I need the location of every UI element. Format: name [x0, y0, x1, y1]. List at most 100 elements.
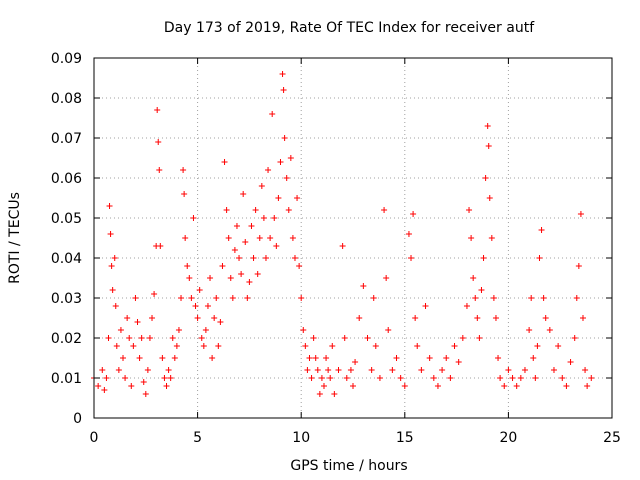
data-point	[474, 315, 481, 321]
data-point	[281, 135, 288, 141]
data-point	[534, 343, 541, 349]
data-point	[285, 207, 292, 213]
data-point	[99, 367, 106, 373]
data-point	[106, 203, 113, 209]
data-point	[269, 111, 276, 117]
data-point	[320, 383, 327, 389]
data-point	[260, 215, 267, 221]
data-point	[497, 375, 504, 381]
data-point	[169, 335, 176, 341]
data-point	[343, 375, 350, 381]
data-point	[289, 235, 296, 241]
data-point	[350, 383, 356, 389]
data-point	[186, 275, 193, 281]
data-point	[426, 355, 433, 361]
data-point	[115, 367, 122, 373]
data-point	[401, 383, 408, 389]
data-point	[144, 367, 151, 373]
data-point	[335, 367, 342, 373]
data-point	[405, 231, 412, 237]
x-tick-label: 0	[90, 430, 99, 446]
data-point	[178, 295, 185, 301]
data-point	[192, 303, 199, 309]
data-point	[155, 139, 162, 145]
data-point	[221, 159, 228, 165]
y-axis-ticks: 0 0.01 0.02 0.03 0.04 0.05 0.06 0.07 0.08 0.09	[51, 51, 612, 427]
data-point	[236, 255, 243, 261]
data-point	[364, 335, 371, 341]
data-point	[231, 247, 238, 253]
data-point	[271, 215, 278, 221]
data-point	[466, 207, 473, 213]
data-point	[173, 343, 180, 349]
data-point	[370, 295, 377, 301]
data-point	[130, 343, 137, 349]
y-tick-label: 0.03	[51, 291, 82, 307]
data-point	[298, 295, 305, 301]
data-point	[181, 191, 188, 197]
data-point	[538, 227, 545, 233]
data-point	[248, 223, 255, 229]
data-point	[111, 255, 118, 261]
data-point	[302, 343, 309, 349]
data-point	[482, 175, 489, 181]
data-point	[161, 375, 168, 381]
data-point	[542, 315, 549, 321]
y-tick-label: 0.05	[51, 211, 82, 227]
data-point	[418, 367, 425, 373]
data-point	[134, 319, 141, 325]
data-point	[275, 195, 282, 201]
data-point	[408, 255, 415, 261]
data-point	[225, 235, 232, 241]
y-tick-label: 0.08	[51, 91, 82, 107]
data-point	[485, 143, 492, 149]
data-point	[579, 315, 586, 321]
data-point	[120, 355, 127, 361]
plot-frame	[93, 57, 613, 419]
data-point	[112, 303, 119, 309]
data-point	[306, 355, 313, 361]
data-point	[202, 327, 209, 333]
data-point	[209, 355, 216, 361]
data-point	[124, 315, 131, 321]
data-point	[385, 327, 392, 333]
data-point	[256, 235, 263, 241]
data-point	[521, 367, 528, 373]
data-point	[495, 355, 502, 361]
x-tick-label: 25	[603, 430, 621, 446]
data-point	[463, 303, 470, 309]
data-point	[126, 335, 133, 341]
data-point	[117, 327, 124, 333]
data-point	[509, 375, 516, 381]
x-axis-label: GPS time / hours	[290, 458, 407, 474]
data-point	[277, 159, 284, 165]
data-point	[229, 295, 236, 301]
data-point	[550, 367, 557, 373]
data-point	[323, 355, 330, 361]
data-point	[262, 255, 269, 261]
data-point	[159, 355, 166, 361]
data-point	[540, 295, 547, 301]
data-point	[546, 327, 553, 333]
data-point	[573, 295, 580, 301]
data-point	[517, 375, 524, 381]
data-point	[254, 271, 261, 277]
data-point	[122, 375, 129, 381]
data-point	[109, 287, 116, 293]
data-point	[563, 383, 570, 389]
data-point	[217, 319, 224, 325]
data-point	[188, 295, 195, 301]
data-point	[347, 367, 354, 373]
data-point	[294, 195, 301, 201]
data-point	[240, 191, 247, 197]
data-point	[368, 367, 375, 373]
data-point	[389, 367, 396, 373]
data-point	[316, 391, 323, 397]
data-point	[341, 335, 348, 341]
y-tick-label: 0.02	[51, 331, 82, 347]
data-point	[219, 263, 226, 269]
data-point	[291, 255, 298, 261]
data-point	[410, 211, 417, 217]
data-point	[455, 359, 462, 365]
data-point	[430, 375, 437, 381]
